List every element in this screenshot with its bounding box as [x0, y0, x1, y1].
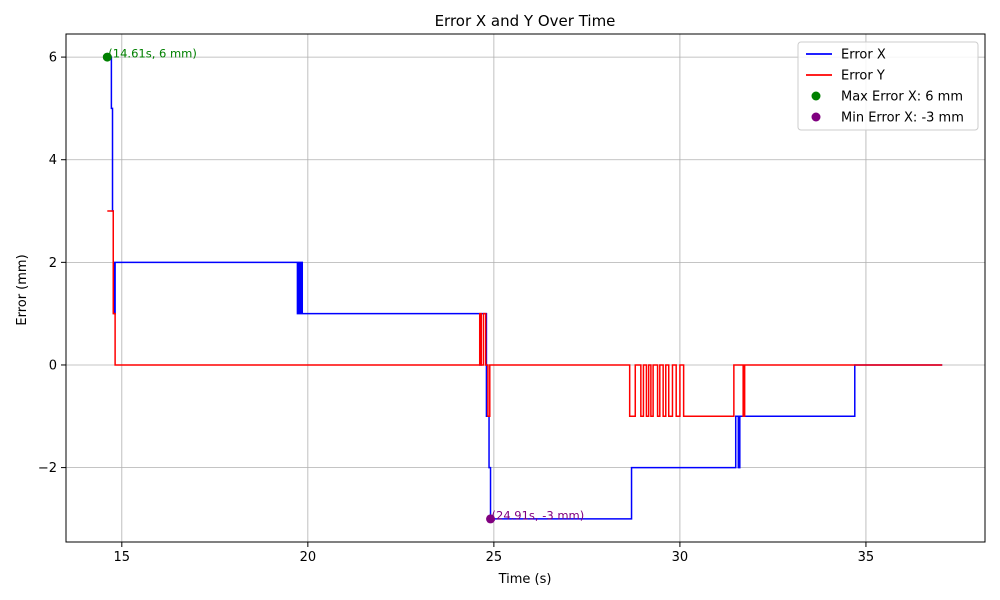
marker-point-max-error-x: [102, 52, 112, 62]
legend-entry-label: Error Y: [841, 69, 885, 84]
legend: Error X Error Y Max Error X: 6 mm Min Error…: [797, 41, 979, 131]
y-axis-title: Error (mm): [15, 254, 30, 325]
x-axis-title: Time (s): [498, 572, 552, 587]
legend-box: [797, 41, 979, 131]
y-tick-label: 2: [49, 256, 57, 271]
x-tick-label: 15: [114, 550, 131, 565]
marker-annotation-max-error-x: (14.61s, 6 mm): [108, 47, 197, 61]
y-tick-label: −2: [38, 461, 57, 476]
axes-frame: [65, 33, 986, 543]
y-tick-label: 4: [49, 153, 57, 168]
chart-title: Error X and Y Over Time: [435, 12, 616, 30]
legend-entry-label: Error X: [841, 48, 886, 63]
y-tick-label: 6: [49, 51, 57, 66]
marker-annotation-min-error-x: (24.91s, -3 mm): [492, 508, 585, 522]
x-tick-label: 25: [486, 550, 503, 565]
legend-entry-label: Max Error X: 6 mm: [841, 90, 963, 105]
legend-swatch-dot: [811, 91, 821, 101]
x-tick-label: 30: [672, 550, 689, 565]
marker-point-min-error-x: [486, 514, 496, 524]
legend-swatch-dot: [811, 112, 821, 122]
plot-area: (14.61s, 6 mm)(24.91s, -3 mm)15 20 25 30 35−…: [38, 33, 986, 565]
series-line-error-x: [107, 56, 943, 520]
legend-entry-label: Min Error X: -3 mm: [841, 111, 964, 126]
x-tick-label: 35: [858, 550, 875, 565]
y-tick-label: 0: [49, 358, 57, 373]
x-tick-label: 20: [300, 550, 317, 565]
series-line-error-y: [107, 210, 943, 418]
